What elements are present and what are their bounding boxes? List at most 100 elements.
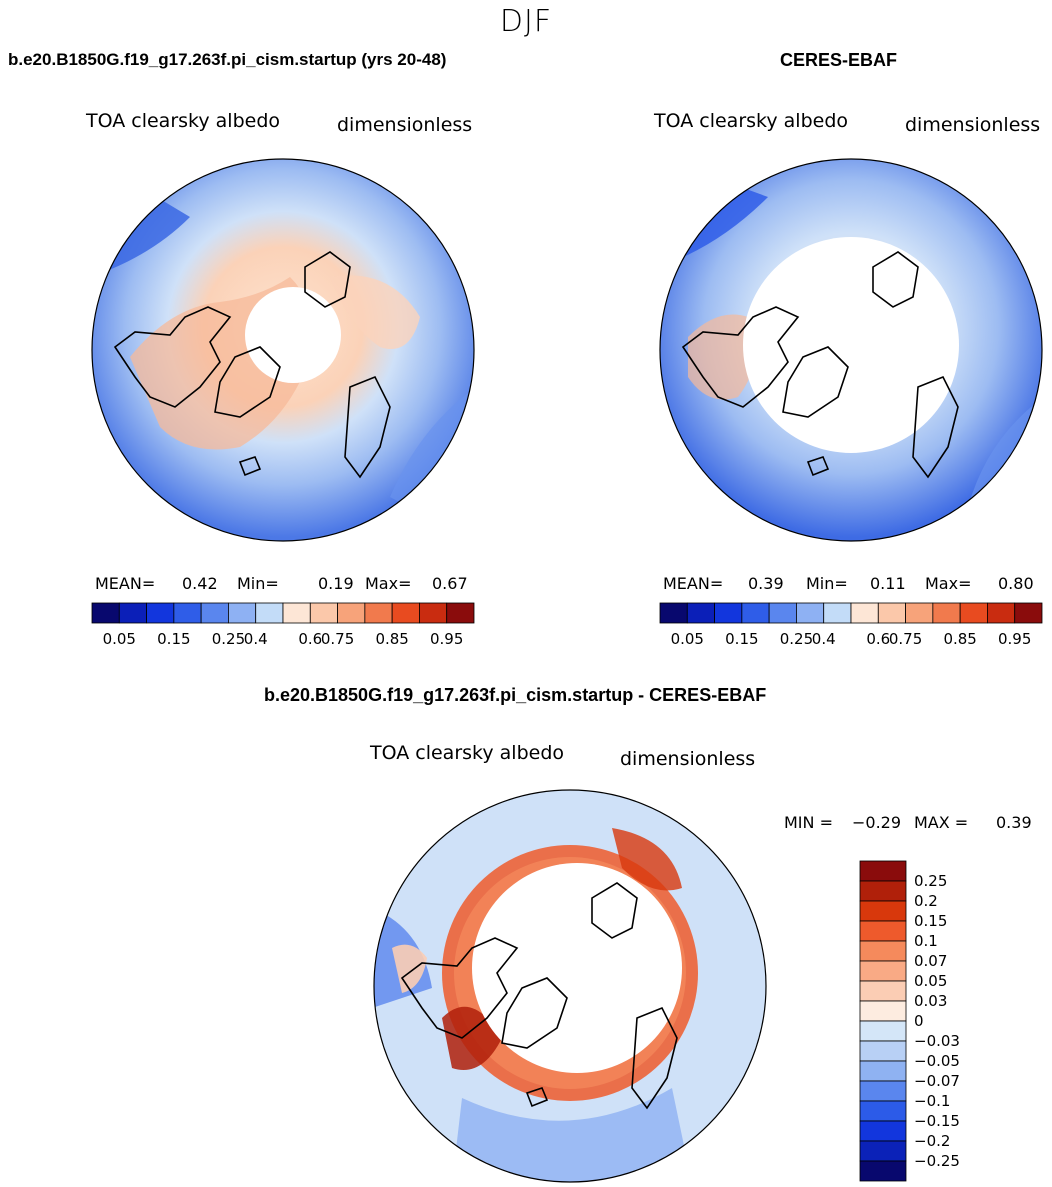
panel1-colorbar-tick-label: 0.6 [298, 630, 322, 648]
panel2-min-label: Min= [806, 574, 848, 593]
diff-map-border [373, 789, 767, 1183]
diff-colorbar-swatch [859, 1160, 907, 1182]
panel1-variable-label: TOA clearsky albedo [86, 110, 280, 132]
panel1-max-value: 0.67 [432, 574, 468, 593]
diff-colorbar-swatch [859, 1020, 907, 1042]
diff-colorbar-swatch [859, 1080, 907, 1102]
panel2-variable-label: TOA clearsky albedo [654, 110, 848, 132]
diff-colorbar-swatch [859, 1100, 907, 1122]
diff-colorbar-tick-label: 0.03 [914, 992, 947, 1010]
panel2-colorbar-tick-label: 0.95 [998, 630, 1031, 648]
panel1-map-border [91, 158, 475, 542]
panel1-coastlines [113, 251, 391, 479]
panel1-colorbar-swatch [200, 602, 229, 624]
diff-colorbar-swatch [859, 900, 907, 922]
panel1-colorbar-tick-label: 0.4 [244, 630, 268, 648]
panel2-colorbar-tick-label: 0.75 [889, 630, 922, 648]
diff-colorbar-tick-label: 0.07 [914, 952, 947, 970]
panel2-mean-value: 0.39 [748, 574, 784, 593]
panel1-colorbar-tick-label: 0.95 [430, 630, 463, 648]
panel2-max-label: Max= [925, 574, 972, 593]
panel2-max-value: 0.80 [998, 574, 1034, 593]
diff-colorbar-swatch [859, 980, 907, 1002]
panel1-colorbar: 0.05 0.15 0.250.4 0.60.75 0.85 0.95 [91, 602, 475, 648]
panel2-coastlines [681, 251, 959, 479]
diff-missing-data-region [472, 863, 682, 1073]
panel2-colorbar-swatch [768, 602, 797, 624]
diff-colorbar-swatch [859, 960, 907, 982]
diff-polar-map [373, 789, 767, 1183]
panel1-colorbar-tick-label: 0.25 [212, 630, 245, 648]
diff-colorbar-tick-label: 0.2 [914, 892, 938, 910]
panel1-colorbar-tick-label: 0.75 [321, 630, 354, 648]
diff-colorbar-tick-label: −0.1 [914, 1092, 950, 1110]
panel2-colorbar-swatch [659, 602, 688, 624]
panel2-units-label: dimensionless [905, 114, 1041, 136]
panel1-colorbar-swatch [337, 602, 366, 624]
panel1-colorbar-swatch [228, 602, 257, 624]
diff-colorbar-swatch [859, 920, 907, 942]
panel1-colorbar-tick-label: 0.85 [375, 630, 408, 648]
panel2-colorbar-swatch [877, 602, 906, 624]
diff-colorbar-tick-label: 0 [914, 1012, 924, 1030]
diff-negative-south [452, 1088, 692, 1182]
diff-colorbar-swatch [859, 860, 907, 882]
panel1-min-value: 0.19 [318, 574, 354, 593]
panel2-land-high-albedo [688, 314, 756, 400]
diff-case-title: b.e20.B1850G.f19_g17.263f.pi_cism.startu… [264, 685, 767, 705]
diff-min-label: MIN = [784, 813, 833, 832]
panel2-colorbar-tick-label: 0.15 [725, 630, 758, 648]
panel1-colorbar-swatch [364, 602, 393, 624]
panel2-colorbar-swatch [959, 602, 988, 624]
panel1-colorbar-swatch [309, 602, 338, 624]
panel2-colorbar-swatch [714, 602, 743, 624]
diff-colorbar-tick-label: −0.07 [914, 1072, 960, 1090]
panel1-colorbar-swatch [282, 602, 311, 624]
panel2-colorbar-swatch [823, 602, 852, 624]
panel1-colorbar-tick-label: 0.15 [157, 630, 190, 648]
panel1-missing-data-pole [245, 287, 341, 383]
panel2-colorbar-tick-label: 0.05 [671, 630, 704, 648]
diff-variable-label: TOA clearsky albedo [370, 742, 564, 764]
diff-colorbar-tick-label: −0.25 [914, 1152, 960, 1170]
diff-colorbar-swatch [859, 1060, 907, 1082]
diff-min-value: −0.29 [852, 813, 902, 832]
diff-colorbar-swatch [859, 1120, 907, 1142]
panel2-colorbar-tick-label: 0.25 [780, 630, 813, 648]
diff-colorbar-swatch [859, 940, 907, 962]
diff-colorbar-tick-label: −0.2 [914, 1132, 950, 1150]
panel2-colorbar-swatch [987, 602, 1016, 624]
panel1-land-mid-albedo [330, 275, 420, 349]
panel2-missing-data-region [743, 237, 959, 453]
panel2-colorbar-tick-label: 0.6 [866, 630, 890, 648]
panel2-case-title: CERES-EBAF [780, 50, 898, 70]
panel2-colorbar-swatch [1014, 602, 1043, 624]
panel1-colorbar-swatch [391, 602, 420, 624]
panel1-case-title: b.e20.B1850G.f19_g17.263f.pi_cism.startu… [8, 50, 447, 69]
panel2-colorbar-swatch [905, 602, 934, 624]
diff-colorbar-tick-label: 0.05 [914, 972, 947, 990]
diff-colorbar: 0.25 0.2 0.15 0.1 0.07 0.05 0.03 0 −0.03 −0.05 −0.… [859, 860, 960, 1182]
panel2-colorbar-swatch [932, 602, 961, 624]
panel1-max-label: Max= [365, 574, 412, 593]
diff-units-label: dimensionless [620, 748, 756, 770]
panel2-colorbar-swatch [686, 602, 715, 624]
panel1-colorbar-swatch [146, 602, 175, 624]
diff-coastlines [400, 882, 678, 1110]
diff-colorbar-tick-label: −0.03 [914, 1032, 960, 1050]
panel1-colorbar-swatch [419, 602, 448, 624]
panel1-colorbar-swatch [118, 602, 147, 624]
panel2-colorbar-swatch [741, 602, 770, 624]
panel1-polar-map [91, 158, 475, 542]
panel1-colorbar-swatch [255, 602, 284, 624]
diff-strong-positive [442, 1006, 502, 1070]
panel2-colorbar-swatch [796, 602, 825, 624]
diff-colorbar-tick-label: 0.15 [914, 912, 947, 930]
diff-colorbar-swatch [859, 1140, 907, 1162]
diff-colorbar-swatch [859, 880, 907, 902]
panel2-colorbar-tick-label: 0.85 [943, 630, 976, 648]
panel1-mean-label: MEAN= [95, 574, 156, 593]
panel2-mean-label: MEAN= [663, 574, 724, 593]
panel1-colorbar-tick-label: 0.05 [103, 630, 136, 648]
